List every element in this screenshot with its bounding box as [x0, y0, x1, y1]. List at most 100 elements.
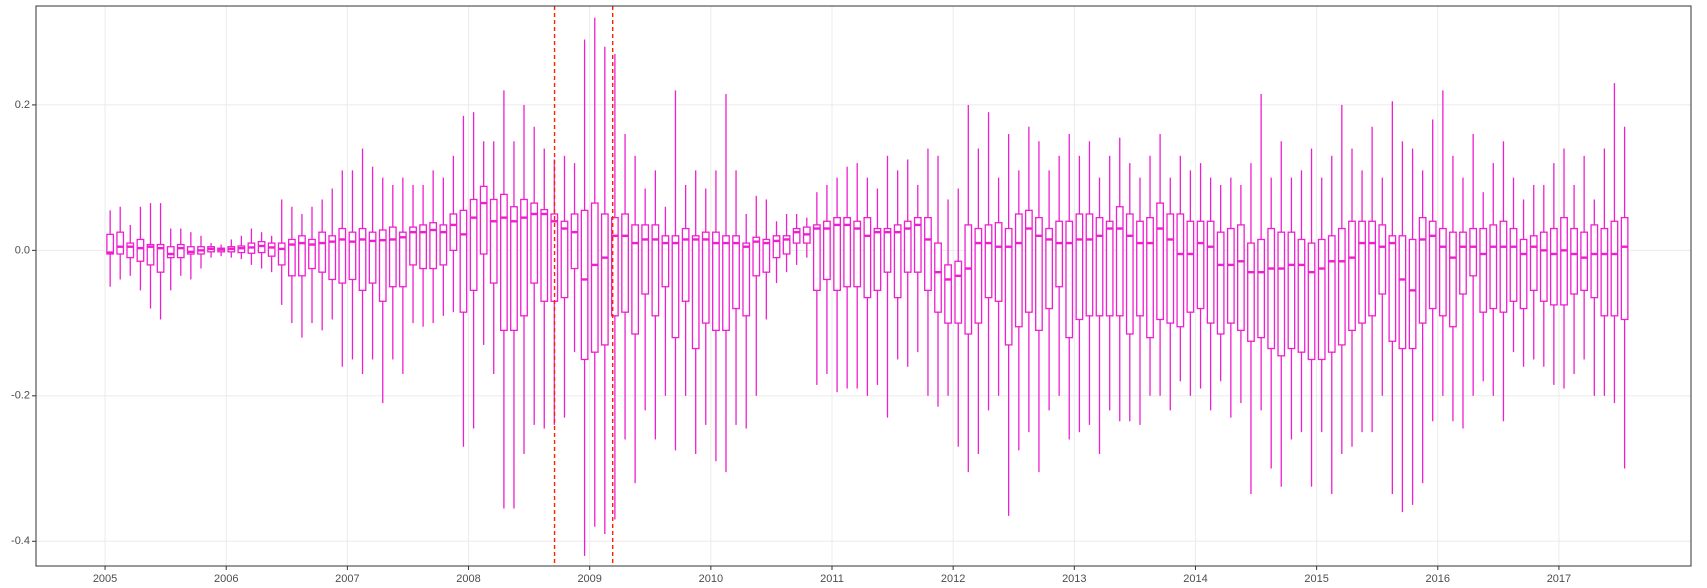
box: [1226, 227, 1235, 324]
box: [1267, 227, 1276, 350]
box: [116, 231, 125, 255]
box: [913, 216, 922, 273]
box: [600, 213, 609, 346]
box: [1317, 238, 1326, 361]
box: [1257, 238, 1266, 339]
box: [752, 236, 761, 277]
box: [1014, 213, 1023, 328]
box: [661, 235, 670, 288]
box: [1146, 216, 1154, 339]
box: [1237, 224, 1245, 332]
x-tick-label: 2009: [577, 573, 601, 585]
box: [156, 243, 165, 273]
box: [984, 224, 993, 299]
box: [651, 224, 660, 317]
x-tick-label: 2017: [1547, 573, 1571, 585]
box: [530, 202, 539, 284]
x-tick-label: 2015: [1304, 573, 1328, 585]
box: [1196, 220, 1205, 310]
box: [681, 227, 690, 302]
axes: -0.4 -0.2 0.0 0.2 2005 2006 2007 2008 2009 2010 20…: [11, 99, 1571, 585]
box: [1580, 231, 1589, 292]
box: [580, 209, 589, 361]
box: [267, 242, 276, 257]
box: [1156, 202, 1164, 321]
box: [722, 235, 730, 332]
box: [1529, 235, 1538, 292]
box: [106, 233, 115, 255]
box: [1378, 224, 1387, 295]
box: [1045, 227, 1054, 310]
box: [439, 224, 448, 266]
box: [409, 226, 417, 266]
box: [610, 216, 619, 317]
box: [510, 206, 518, 332]
box: [1459, 231, 1467, 295]
box: [1449, 231, 1457, 328]
box: [924, 216, 932, 292]
y-tick-label: -0.4: [11, 535, 30, 547]
box: [1560, 216, 1568, 306]
box: [772, 235, 781, 259]
box: [1105, 220, 1114, 317]
box: [782, 235, 791, 255]
box: [449, 213, 458, 252]
box: [1125, 213, 1134, 335]
box: [318, 231, 327, 273]
box: [388, 226, 397, 288]
box: [974, 227, 983, 324]
box: [459, 209, 468, 313]
box: [893, 224, 902, 299]
box: [621, 213, 629, 313]
panel-border: [35, 5, 1692, 567]
x-tick-label: 2011: [820, 573, 844, 585]
box: [186, 246, 195, 255]
x-tick-label: 2006: [214, 573, 238, 585]
box: [1216, 231, 1225, 335]
box: [328, 235, 337, 281]
box: [1035, 216, 1043, 332]
box: [1519, 238, 1528, 310]
box: [833, 216, 841, 292]
marks: [106, 6, 1629, 566]
box: [1418, 216, 1427, 324]
box: [1277, 231, 1286, 357]
box: [479, 185, 488, 255]
box: [631, 224, 640, 335]
box: [590, 202, 599, 353]
x-tick-label: 2016: [1426, 573, 1450, 585]
box: [1287, 231, 1296, 350]
box: [1186, 220, 1195, 313]
box: [308, 238, 316, 270]
box: [732, 235, 740, 310]
box: [520, 198, 528, 317]
box: [883, 227, 892, 273]
box: [1600, 227, 1609, 317]
box: [792, 227, 801, 244]
box: [1004, 227, 1013, 346]
box: [1489, 224, 1498, 310]
box: [812, 224, 821, 292]
box: [823, 220, 831, 281]
x-tick-label: 2007: [335, 573, 359, 585]
box: [136, 238, 145, 262]
x-tick-label: 2008: [456, 573, 480, 585]
box: [560, 220, 569, 299]
box: [1438, 227, 1447, 317]
box: [368, 231, 377, 284]
box: [1348, 220, 1356, 332]
box: [398, 231, 407, 288]
box: [1024, 209, 1033, 313]
box: [762, 238, 771, 273]
box: [944, 264, 952, 324]
box: [1620, 216, 1629, 321]
box: [1166, 213, 1175, 324]
box: [1307, 242, 1316, 361]
box: [570, 213, 579, 270]
box: [338, 227, 347, 284]
box: [671, 235, 680, 339]
box: [863, 216, 872, 299]
box: [1065, 220, 1074, 339]
box: [298, 235, 306, 277]
box: [176, 243, 185, 259]
